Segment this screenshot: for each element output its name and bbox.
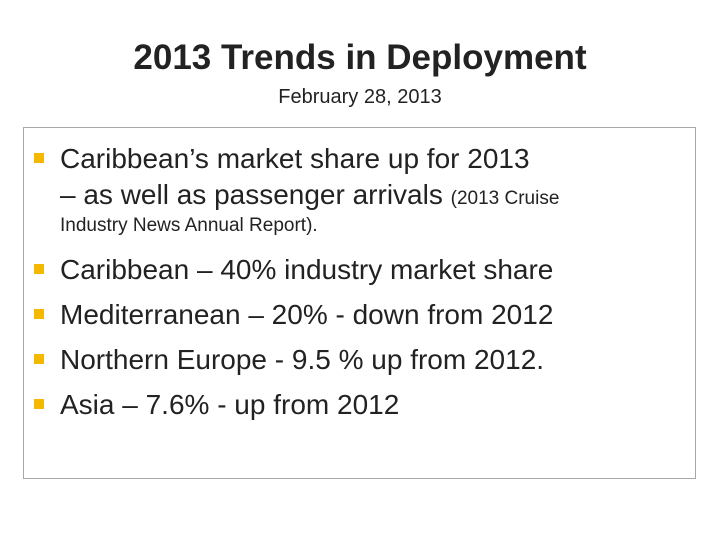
bullet-square-icon bbox=[34, 264, 44, 274]
content-box bbox=[23, 127, 696, 479]
slide-subtitle: February 28, 2013 bbox=[278, 86, 442, 108]
bullet-square-icon bbox=[34, 153, 44, 163]
bullet-item-text: Mediterranean – 20% - down from 2012 bbox=[60, 299, 554, 330]
bullet-square-icon bbox=[34, 399, 44, 409]
bullet-intro-line1: Caribbean’s market share up for 2013 bbox=[60, 143, 530, 174]
bullet-item-text: Caribbean – 40% industry market share bbox=[60, 254, 554, 285]
slide-title: 2013 Trends in Deployment bbox=[133, 38, 587, 77]
bullet-item-text: Asia – 7.6% - up from 2012 bbox=[60, 389, 400, 420]
bullet-intro-line2: – as well as passenger arrivals (2013 Cr… bbox=[60, 178, 559, 216]
bullet-square-icon bbox=[34, 354, 44, 364]
bullet-intro-source: (2013 Cruise bbox=[450, 188, 560, 209]
bullet-intro-line3: Industry News Annual Report). bbox=[60, 215, 318, 236]
bullet-intro-line2-text: – as well as passenger arrivals bbox=[60, 179, 451, 210]
bullet-item-text: Northern Europe - 9.5 % up from 2012. bbox=[60, 344, 545, 375]
bullet-square-icon bbox=[34, 309, 44, 319]
